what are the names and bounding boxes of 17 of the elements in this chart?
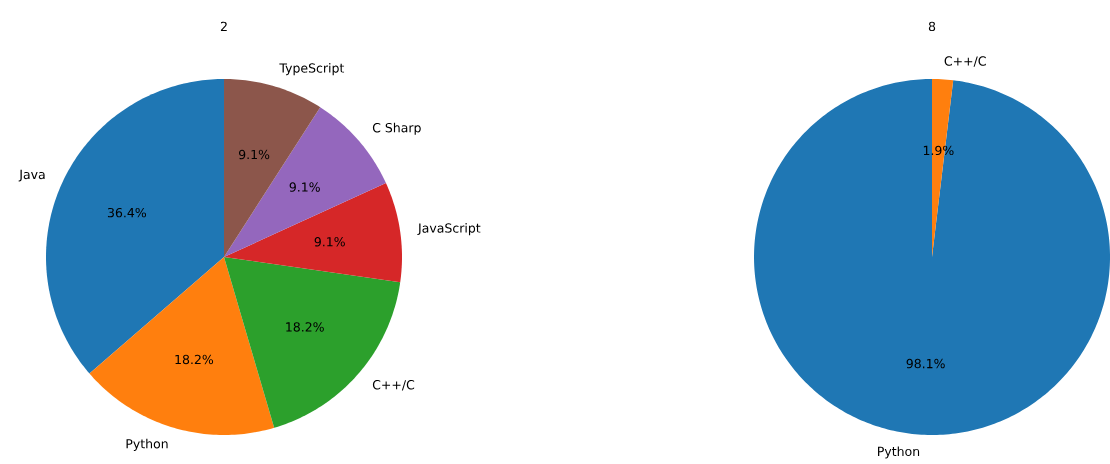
chart-title: 2 [220,21,227,31]
data-label: 36.4% [107,207,147,218]
data-label: 9.1% [239,149,270,160]
slice-label: C++/C [944,56,986,67]
data-label: 98.1% [906,358,945,369]
data-label: 9.1% [289,182,320,192]
slice-label: Java [18,169,45,182]
slice-label: Python [126,438,168,451]
slice-label: C Sharp [372,122,421,135]
chart-title: 8 [928,21,936,32]
slice-label: TypeScript [279,63,345,76]
data-label: 18.2% [286,322,324,332]
data-label: 18.2% [175,354,214,365]
slice-label: C++/C [372,379,415,391]
data-label: 9.1% [314,237,345,247]
slice-label: Python [878,446,920,459]
slice-label: JavaScript [417,223,481,236]
